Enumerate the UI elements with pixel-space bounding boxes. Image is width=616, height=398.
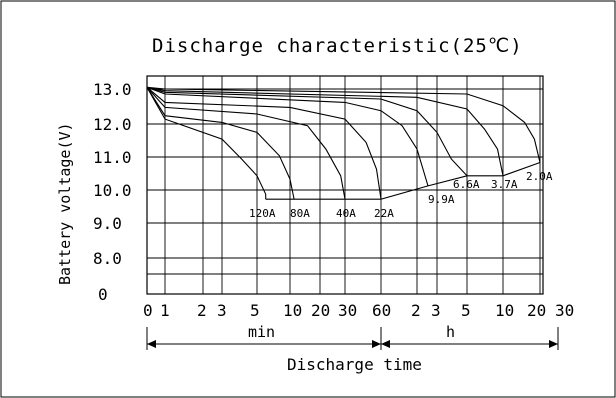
x-tick-label: 3 [431,301,441,320]
series-label-2.0A: 2.0A [526,170,553,183]
x-tick-label: 30 [555,301,574,320]
discharge-curve-40A [146,86,346,200]
arrow-head-icon [381,340,390,348]
x-tick-label: 60 [372,301,391,320]
x-tick-label: 2 [197,301,207,320]
series-label-22A: 22A [374,207,394,220]
arrow-head-icon [372,340,381,348]
x-tick-label: 5 [461,301,471,320]
time-unit-arrows: min h [146,323,559,350]
x-tick-label: 20 [527,301,546,320]
discharge-curve-22A [146,86,382,200]
chart-title: Discharge characteristic(25℃) [152,35,523,57]
y-tick-labels: 13.0 12.0 11.0 10.0 9.0 8.0 0 [93,80,132,304]
cutoff-voltage-line [265,161,541,200]
discharge-curve-120A [146,87,267,200]
unit-label-h: h [446,323,455,341]
series-label-6.6A: 6.6A [453,178,480,191]
unit-label-min: min [248,323,275,341]
discharge-curve-80A [146,87,295,200]
discharge-curve-6.6A [146,86,468,177]
discharge-curves [146,86,541,200]
y-tick-label: 13.0 [93,80,132,99]
arrow-head-icon [147,340,156,348]
arrow-head-icon [549,340,558,348]
series-label-120A: 120A [249,207,276,220]
y-tick-label: 8.0 [93,249,122,268]
y-tick-label: 0 [98,285,108,304]
grid [146,75,544,295]
y-axis-label: Battery voltage(V) [56,122,74,285]
x-tick-label: 2 [411,301,421,320]
y-tick-label: 11.0 [93,148,132,167]
x-tick-label: 3 [217,301,227,320]
discharge-curve-9.9A [146,86,429,187]
x-tick-label: 10 [495,301,514,320]
y-tick-label: 12.0 [93,115,132,134]
x-tick-label: 20 [311,301,330,320]
discharge-curve-2.0A [146,86,541,163]
series-label-80A: 80A [290,207,310,220]
x-tick-label: 1 [160,301,170,320]
x-tick-labels: 0 1 2 3 5 10 20 30 60 2 3 5 10 20 30 [143,301,574,320]
series-label-9.9A: 9.9A [428,193,455,206]
x-axis-label: Discharge time [287,355,422,374]
x-tick-label: 10 [283,301,302,320]
series-label-3.7A: 3.7A [491,178,518,191]
series-label-40A: 40A [336,207,356,220]
x-tick-label: 0 [143,301,153,320]
y-tick-label: 10.0 [93,181,132,200]
x-tick-label: 30 [338,301,357,320]
y-tick-label: 9.0 [93,214,122,233]
discharge-curve-3.7A [146,86,504,176]
x-tick-label: 5 [250,301,260,320]
series-labels: 120A 80A 40A 22A 9.9A 6.6A 3.7A 2.0A [249,170,553,220]
